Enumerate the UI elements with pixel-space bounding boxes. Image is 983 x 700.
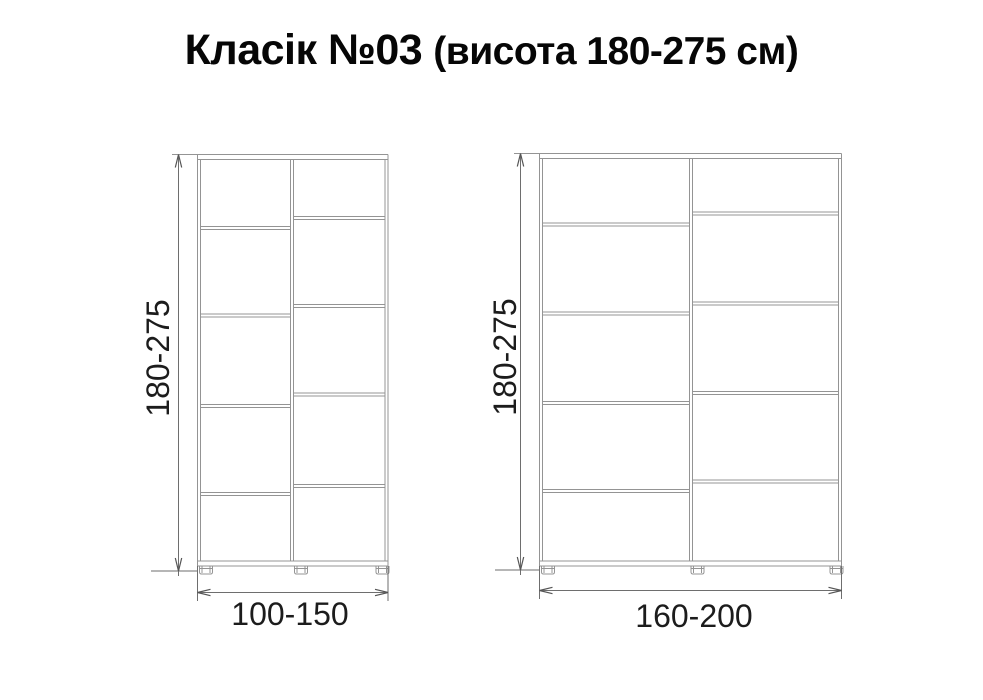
small-cabinet-drawing (172, 154, 390, 575)
height-dimension-label-small-cabinet: 180-275 (140, 299, 176, 417)
page-title: Класік №03 (висота 180-275 см) (0, 26, 983, 75)
product-name: Класік №03 (184, 26, 423, 74)
width-dimension-label-large-cabinet: 160-200 (635, 598, 753, 634)
large-cabinet-drawing (514, 153, 844, 575)
large-cabinet-width-dimension (539, 566, 842, 599)
height-dimension-label-large-cabinet: 180-275 (487, 298, 523, 416)
small-cabinet-height-dimension (151, 154, 198, 576)
height-range-subtitle: (висота 180-275 см) (433, 30, 799, 73)
small-cabinet-width-dimension (197, 566, 389, 601)
large-cabinet-height-dimension (495, 153, 540, 575)
width-dimension-label-small-cabinet: 100-150 (231, 596, 349, 632)
